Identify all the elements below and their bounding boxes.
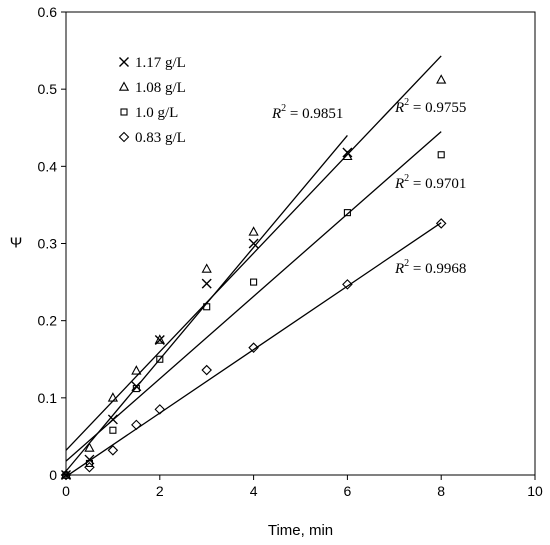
data-point-diamond: [248, 342, 259, 353]
data-point-triangle: [436, 74, 447, 84]
legend-label: 1.08 g/L: [135, 80, 186, 96]
x-tick-label: 8: [437, 483, 445, 499]
r2-superscript: 2: [404, 97, 409, 108]
legend-item: 1.0 g/L: [120, 105, 178, 121]
data-point-x: [248, 238, 259, 249]
data-point-square: [250, 278, 258, 286]
data-point-square: [132, 385, 140, 393]
trendline-series-2: [65, 131, 442, 462]
data-point-square: [156, 355, 164, 363]
y-tick-label: 0.1: [38, 390, 58, 406]
data-point-square: [437, 151, 445, 159]
trendlines: [65, 55, 442, 478]
y-tick-label: 0: [49, 467, 57, 483]
r2-superscript: 2: [404, 173, 409, 184]
x-axis-title: Time, min: [268, 522, 333, 539]
axes: 0 2 4 6 8 10 0 0.1 0.2 0.3 0.4 0.5 0.6: [38, 4, 543, 499]
data-point-triangle: [107, 392, 119, 402]
r2-value: = 0.9968: [409, 261, 466, 277]
legend-marker-diamond: [118, 131, 130, 143]
legend-label: 1.17 g/L: [135, 55, 186, 71]
legend-marker-x: [119, 57, 129, 67]
r2-value: = 0.9755: [409, 100, 466, 116]
r2-value: = 0.9851: [286, 106, 343, 122]
r2-label: R2 = 0.9701: [394, 173, 466, 192]
data-point-diamond: [201, 364, 212, 376]
data-point-triangle: [248, 226, 259, 236]
data-point-triangle: [84, 442, 95, 452]
data-point-square: [85, 459, 93, 467]
y-axis-title: Ψ: [10, 235, 23, 252]
r2-symbol: R: [394, 261, 404, 277]
y-tick-label: 0.3: [38, 236, 58, 252]
legend-item: 0.83 g/L: [118, 130, 186, 146]
r2-label: R2 = 0.9968: [394, 258, 466, 277]
data-point-x: [201, 278, 212, 289]
r2-symbol: R: [394, 100, 404, 116]
data-point-diamond: [342, 279, 353, 290]
data-point-square: [109, 426, 117, 434]
markers: [60, 74, 447, 481]
data-point-triangle: [201, 263, 212, 273]
data-point-square: [343, 209, 351, 217]
r2-superscript: 2: [281, 103, 286, 114]
trendline-series-1: [65, 55, 442, 451]
legend-label: 1.0 g/L: [135, 105, 178, 121]
legend-item: 1.08 g/L: [118, 80, 186, 96]
legend: 1.17 g/L 1.08 g/L 1.0 g/L 0.83 g/L: [118, 55, 186, 146]
y-tick-label: 0.4: [38, 158, 58, 174]
legend-item: 1.17 g/L: [119, 55, 186, 71]
data-point-diamond: [84, 462, 95, 473]
data-point-triangle: [154, 334, 165, 344]
data-point-diamond: [435, 218, 447, 229]
y-tick-label: 0.6: [38, 4, 58, 20]
x-tick-label: 6: [344, 483, 352, 499]
legend-marker-square: [120, 108, 128, 116]
data-point-triangle: [342, 150, 353, 161]
r2-symbol: R: [394, 176, 404, 192]
legend-marker-triangle: [118, 81, 130, 91]
data-point-diamond: [107, 445, 119, 456]
legend-label: 0.83 g/L: [135, 130, 186, 146]
data-point-diamond: [154, 404, 166, 415]
y-tick-label: 0.5: [38, 81, 58, 97]
data-point-diamond: [131, 419, 142, 431]
data-point-square: [203, 303, 211, 311]
trendline-series-3: [65, 222, 442, 478]
r2-value: = 0.9701: [409, 176, 466, 192]
data-point-x: [107, 414, 118, 425]
r2-symbol: R: [271, 106, 281, 122]
x-tick-label: 4: [250, 483, 258, 499]
y-tick-label: 0.2: [38, 313, 58, 329]
x-tick-label: 0: [62, 483, 70, 499]
x-tick-label: 10: [527, 483, 543, 499]
x-tick-label: 2: [156, 483, 164, 499]
r2-superscript: 2: [404, 258, 409, 269]
data-point-triangle: [131, 365, 142, 375]
r2-label: R2 = 0.9851: [271, 103, 343, 122]
r2-label: R2 = 0.9755: [394, 97, 466, 116]
